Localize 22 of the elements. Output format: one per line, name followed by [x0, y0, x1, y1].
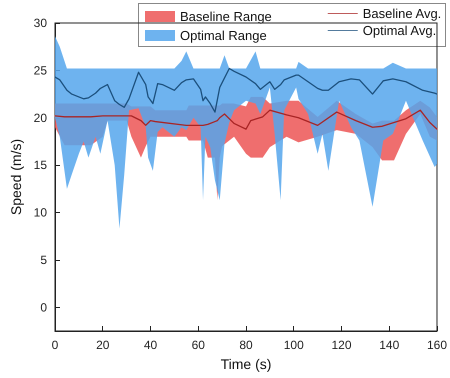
x-tick-label: 80 — [239, 338, 253, 352]
annotation: Optimal Range — [180, 28, 267, 43]
legend-label: Baseline Avg. — [362, 6, 442, 21]
y-tick-label: 25 — [34, 63, 48, 78]
x-tick-label: 0 — [52, 338, 59, 352]
y-tick-label: 20 — [34, 110, 48, 125]
y-tick-label: 10 — [34, 206, 48, 220]
x-tick-label: 140 — [379, 338, 400, 352]
y-tick-label: 30 — [34, 16, 48, 30]
x-tick-label: 160 — [426, 338, 448, 352]
y-tick-label: 0 — [40, 300, 48, 314]
y-tick-label: 15 — [34, 158, 48, 172]
y-tick-label: 5 — [40, 252, 48, 267]
x-tick-label: 100 — [284, 338, 304, 352]
y-axis-title: Speed (m/s) — [8, 138, 24, 216]
annotation: Baseline Range — [180, 9, 272, 24]
x-tick-label: 60 — [192, 338, 206, 352]
x-axis-title: Time (s) — [220, 356, 272, 372]
x-tick-label: 120 — [331, 338, 352, 352]
legend-label: Optimal Avg. — [362, 23, 436, 38]
x-tick-label: 20 — [96, 338, 110, 352]
x-tick-label: 40 — [144, 338, 158, 352]
